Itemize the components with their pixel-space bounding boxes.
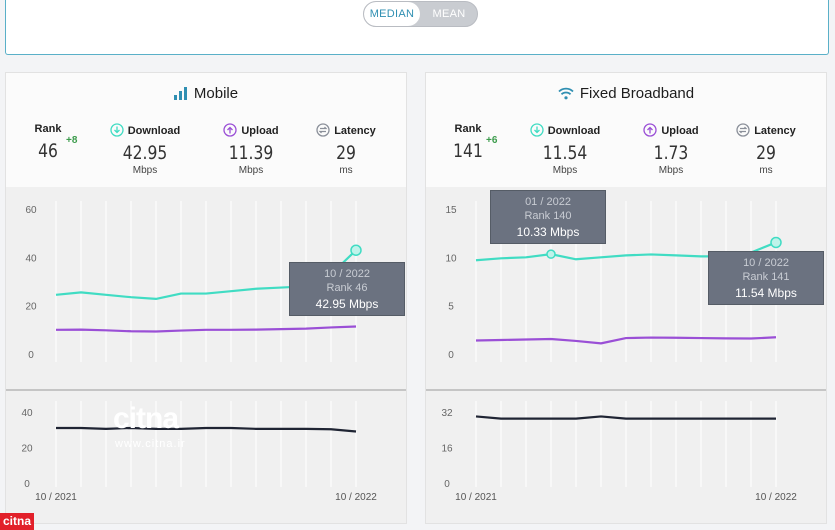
- latency-tick-label: 32: [441, 408, 453, 419]
- card-title: Mobile: [6, 85, 406, 102]
- fixed-broadband-card: Fixed Broadband Rank 141 +6 Download 11.…: [425, 72, 827, 524]
- series-line-latency: [56, 426, 357, 433]
- x-axis-start-label: 10 / 2021: [455, 492, 497, 503]
- upload-value: 11.39: [228, 142, 274, 164]
- mean-option[interactable]: MEAN: [432, 8, 466, 20]
- rank-value: 46: [38, 140, 58, 162]
- download-value: 11.54: [542, 142, 588, 164]
- tooltip-speed: 10.33 Mbps: [516, 225, 580, 239]
- rank-label: Rank: [454, 123, 482, 135]
- download-arrow-icon: [530, 123, 544, 137]
- mobile-card: Mobile Rank 46 +8 Download 42.95 Mbps Up…: [5, 72, 407, 524]
- latency-tick-label: 16: [441, 444, 453, 455]
- watermark-url: www.citna.ir: [115, 438, 186, 450]
- x-axis-end-label: 10 / 2022: [755, 492, 797, 503]
- card-title: Fixed Broadband: [426, 85, 826, 102]
- latency-value: 29: [756, 142, 776, 164]
- watermark-logo: citna: [113, 402, 179, 435]
- download-label: Download: [547, 125, 601, 137]
- rank-delta: +8: [66, 135, 78, 146]
- highlight-point: [770, 236, 782, 249]
- y-tick-label: 20: [25, 302, 37, 313]
- chart-tooltip: 10 / 2022 Rank 46 42.95 Mbps: [289, 262, 405, 316]
- fixed-card-header: Fixed Broadband Rank 141 +6 Download 11.…: [426, 73, 826, 187]
- download-value: 42.95: [122, 142, 168, 164]
- y-tick-label: 0: [448, 350, 454, 361]
- brand-badge: citna: [0, 513, 35, 530]
- latency-icon: [736, 123, 750, 137]
- latency-unit: ms: [339, 165, 353, 176]
- latency-tick-label: 40: [21, 408, 33, 419]
- upload-value: 1.73: [653, 142, 689, 164]
- upload-unit: Mbps: [658, 165, 684, 176]
- mobile-card-header: Mobile Rank 46 +8 Download 42.95 Mbps Up…: [6, 73, 406, 187]
- latency-value: 29: [336, 142, 356, 164]
- upload-stat: Upload 11.39 Mbps: [211, 123, 291, 176]
- download-unit: Mbps: [132, 165, 158, 176]
- series-line-upload: [55, 325, 357, 333]
- latency-stat: Latency 29 ms: [306, 123, 386, 176]
- rank-stat: Rank 46: [28, 123, 68, 162]
- tooltip-rank: Rank 46: [326, 282, 368, 294]
- median-mean-toggle[interactable]: MEDIAN MEAN: [363, 1, 478, 27]
- y-tick-label: 0: [28, 350, 34, 361]
- latency-label: Latency: [754, 125, 796, 137]
- upload-label: Upload: [661, 125, 699, 137]
- y-tick-label: 15: [445, 205, 457, 216]
- latency-unit: ms: [759, 165, 773, 176]
- rank-delta: +6: [486, 135, 498, 146]
- chart-tooltip: 10 / 2022 Rank 141 11.54 Mbps: [708, 251, 824, 305]
- tooltip-rank: Rank 141: [742, 271, 790, 283]
- card-title-text: Fixed Broadband: [579, 85, 695, 102]
- highlight-point-secondary: [546, 249, 556, 259]
- y-tick-label: 60: [25, 205, 37, 216]
- mobile-chart[interactable]: 60 40 20 0 40 20 0 10 / 2021 10 / 2022: [6, 187, 406, 523]
- median-option[interactable]: MEDIAN: [364, 2, 420, 26]
- latency-tick-label: 0: [24, 479, 30, 490]
- highlight-point: [350, 244, 362, 256]
- signal-bars-icon: [173, 87, 187, 100]
- series-line-latency: [475, 415, 776, 420]
- latency-label: Latency: [334, 125, 376, 137]
- rank-stat: Rank 141: [448, 123, 488, 162]
- y-tick-label: 10: [445, 253, 457, 264]
- y-tick-label: 40: [25, 253, 37, 264]
- upload-arrow-icon: [223, 123, 238, 137]
- card-title-text: Mobile: [193, 85, 239, 102]
- rank-value: 141: [453, 140, 483, 162]
- tooltip-rank: Rank 140: [524, 210, 572, 222]
- latency-icon: [316, 123, 330, 137]
- download-unit: Mbps: [552, 165, 578, 176]
- x-axis-end-label: 10 / 2022: [335, 492, 377, 503]
- series-line-upload: [475, 336, 777, 345]
- metric-toggle-panel: MEDIAN MEAN: [5, 0, 829, 55]
- upload-label: Upload: [241, 125, 279, 137]
- chart-tooltip-secondary: 01 / 2022 Rank 140 10.33 Mbps: [490, 190, 606, 244]
- tooltip-speed: 42.95 Mbps: [315, 297, 379, 311]
- latency-tick-label: 20: [21, 444, 33, 455]
- latency-stat: Latency 29 ms: [726, 123, 806, 176]
- tooltip-date: 10 / 2022: [324, 268, 370, 280]
- upload-stat: Upload 1.73 Mbps: [631, 123, 711, 176]
- fixed-broadband-chart[interactable]: 15 10 5 0 32 16 0 10 / 2021 10 / 2022: [426, 187, 826, 523]
- wifi-icon: [558, 87, 574, 100]
- upload-unit: Mbps: [238, 165, 264, 176]
- download-label: Download: [127, 125, 181, 137]
- x-axis-start-label: 10 / 2021: [35, 492, 77, 503]
- download-arrow-icon: [110, 123, 124, 137]
- rank-label: Rank: [34, 123, 62, 135]
- tooltip-speed: 11.54 Mbps: [735, 286, 797, 300]
- tooltip-date: 10 / 2022: [743, 257, 789, 269]
- upload-arrow-icon: [643, 123, 658, 137]
- download-stat: Download 11.54 Mbps: [520, 123, 610, 176]
- tooltip-date: 01 / 2022: [525, 196, 571, 208]
- download-stat: Download 42.95 Mbps: [100, 123, 190, 176]
- latency-tick-label: 0: [444, 479, 450, 490]
- y-tick-label: 5: [448, 302, 454, 313]
